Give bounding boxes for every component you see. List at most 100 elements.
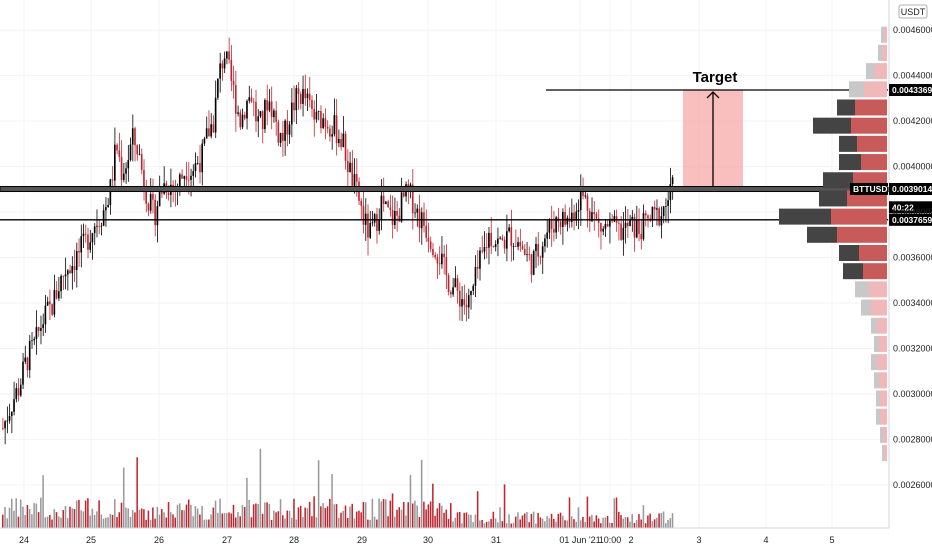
price-axis[interactable]: 0.0046000 0.0044000 0.0042000 0.0040000 0.00… [893,25,932,490]
profile-sell-bar [876,408,880,425]
price-tick-label: 0.0040000 [893,162,932,172]
volume-bar [416,505,418,528]
volume-bar [223,513,226,528]
candle-body [31,340,33,342]
volume-bar [649,513,651,528]
candle-body [270,101,273,118]
volume-bar [187,499,190,528]
candle-body [631,216,634,220]
volume-bar [461,523,463,528]
resistance-level-band[interactable] [0,186,889,193]
candle-body [378,220,380,231]
volume-bar [248,499,250,528]
candle-body [187,179,190,181]
volume-bar [631,514,633,528]
volume-bar [127,508,129,528]
profile-sell-bar [839,154,861,171]
volume-bar [161,509,163,528]
candle-body [105,207,107,211]
candle-body [582,188,584,196]
volume-profile [779,26,887,462]
volume-bar [353,518,356,528]
candle-body [293,102,295,111]
candle-body [28,340,31,371]
volume-bar [264,502,266,528]
candle-body [273,110,275,118]
volume-bar [346,518,349,528]
time-tick-label: 25 [86,535,96,545]
target-label: Target [693,69,738,86]
time-tick-label: 26 [154,535,164,545]
volume-bar [423,501,425,528]
volume-bar [114,499,116,528]
candle-body [275,110,277,122]
volume-bar [445,509,448,528]
candle-body [122,173,125,180]
volume-bar [537,512,539,528]
volume-bar [570,516,573,528]
profile-buy-bar [837,226,887,243]
candle-body [248,97,251,101]
candle-body [125,168,127,174]
volume-bar [382,499,385,528]
candle-body [602,228,604,232]
candle-body [279,132,282,143]
volume-bar [208,519,210,528]
volume-bar [443,512,445,528]
volume-bar [118,512,121,528]
profile-sell-bar [871,354,877,371]
candle-body [566,217,569,225]
profile-sell-bar [819,190,847,207]
volume-bar [387,516,389,528]
volume-bar [405,515,407,528]
volume-bar [98,500,100,528]
candle-body [465,304,468,308]
candle-body [246,100,248,119]
volume-bar [196,508,199,528]
candle-body [167,192,170,195]
candle-body [441,253,443,265]
volume-bar [167,502,170,528]
volume-bar [109,513,112,528]
candle-body [308,93,311,101]
volume-bar [566,520,569,528]
volume-bar [239,516,241,528]
candle-body [622,227,625,240]
candle-body [134,128,136,146]
candle-body [259,111,262,117]
volume-bar [234,517,237,528]
volume-bar [299,505,302,528]
candle-body [44,305,47,325]
candle-body [329,128,331,137]
volume-bar [80,510,82,528]
volume-bar [526,512,528,528]
volume-bar [342,510,345,528]
profile-sell-bar [881,26,884,43]
volume-bar [277,511,280,528]
candle-body [349,162,351,173]
volume-bar [425,509,427,528]
volume-bar [89,515,91,528]
profile-buy-bar [864,81,887,98]
volume-bar [582,516,584,528]
candle-body [514,246,517,247]
candle-body [492,246,495,247]
volume-bar [246,477,248,528]
currency-badge[interactable] [898,4,928,19]
price-tag [850,183,888,196]
volume-bar [494,518,497,528]
candle-body [333,115,336,135]
volume-bar [122,467,125,528]
time-tick-label: 2 [628,535,633,545]
candle-body [391,210,394,226]
candle-body [304,89,307,99]
profile-sell-bar [839,244,859,261]
volume-bar [378,498,380,528]
volume-bar [329,498,331,528]
candle-body [387,201,389,208]
volume-bar [317,460,320,528]
candle-body [73,266,76,270]
candle-body [93,226,96,234]
